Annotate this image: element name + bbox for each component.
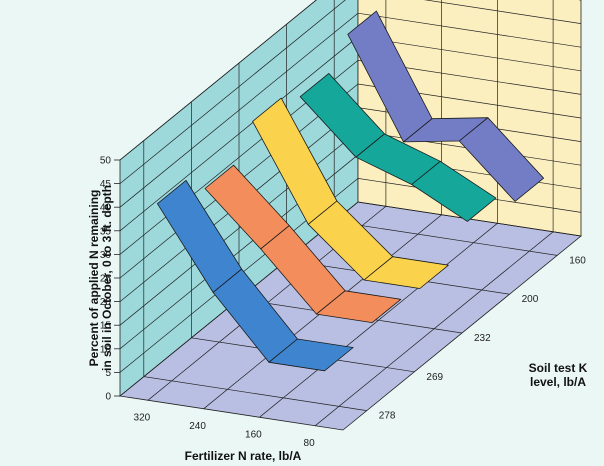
y-tick-label: 50 [100,156,112,167]
ribbon-segment [268,338,354,372]
ribbon-segment [363,256,449,289]
y-gridline [119,0,581,161]
y-axis-title-line1: Percent of applied N remaining [87,190,101,367]
x-axis-title: Fertilizer N rate, lb/A [185,449,302,463]
z-tick-label: 200 [522,294,539,305]
x-tick-label: 160 [245,429,262,440]
series-ribbon-k278 [156,179,354,372]
y-tick-label: 30 [100,250,112,261]
y-tick-label: 0 [105,392,111,403]
z-gridline [191,101,415,373]
y-tick-label: 45 [100,179,112,190]
y-tick-label: 20 [100,297,112,308]
y-tick-label: 10 [100,344,112,355]
ribbon-segment [411,160,497,222]
series-ribbon-k160 [347,10,544,202]
y-tick-label: 35 [100,226,112,237]
chart-ticks: 0 5 10 15 20 25 30 35 40 45 50 320 240 160 80 278 269 232… [100,156,586,449]
x-gridline [314,0,554,427]
y-tick-label: 25 [100,274,112,285]
x-tick-label: 240 [189,421,206,432]
z-axis-title-line1: Soil test K [529,361,588,375]
y-gridline [119,60,582,255]
y-tick-label: 15 [100,321,112,332]
series-ribbon-k269 [204,164,402,324]
y-gridline [119,12,582,208]
ribbon-segment [316,290,402,324]
z-tick-label: 278 [379,411,396,422]
y-gridline [119,178,582,373]
y-gridline [119,0,582,184]
x-tick-label: 80 [304,438,316,449]
z-tick-label: 160 [569,255,586,266]
y-axis-title-line2: in soil in October, 0 to 3 ft. depth [100,185,114,371]
y-gridline [119,201,582,397]
x-tick-label: 320 [134,412,151,423]
series-ribbon-k232 [252,97,449,289]
z-tick-label: 232 [474,333,491,344]
y-tick-label: 40 [100,203,112,214]
z-axis-title-line2: level, lb/A [530,375,586,389]
z-gridline [143,140,367,411]
ribbon-segment [458,117,544,202]
chart-series [156,10,544,372]
series-ribbon-k200 [299,73,497,222]
y-tick-label: 5 [105,368,111,379]
z-tick-label: 269 [426,372,443,383]
